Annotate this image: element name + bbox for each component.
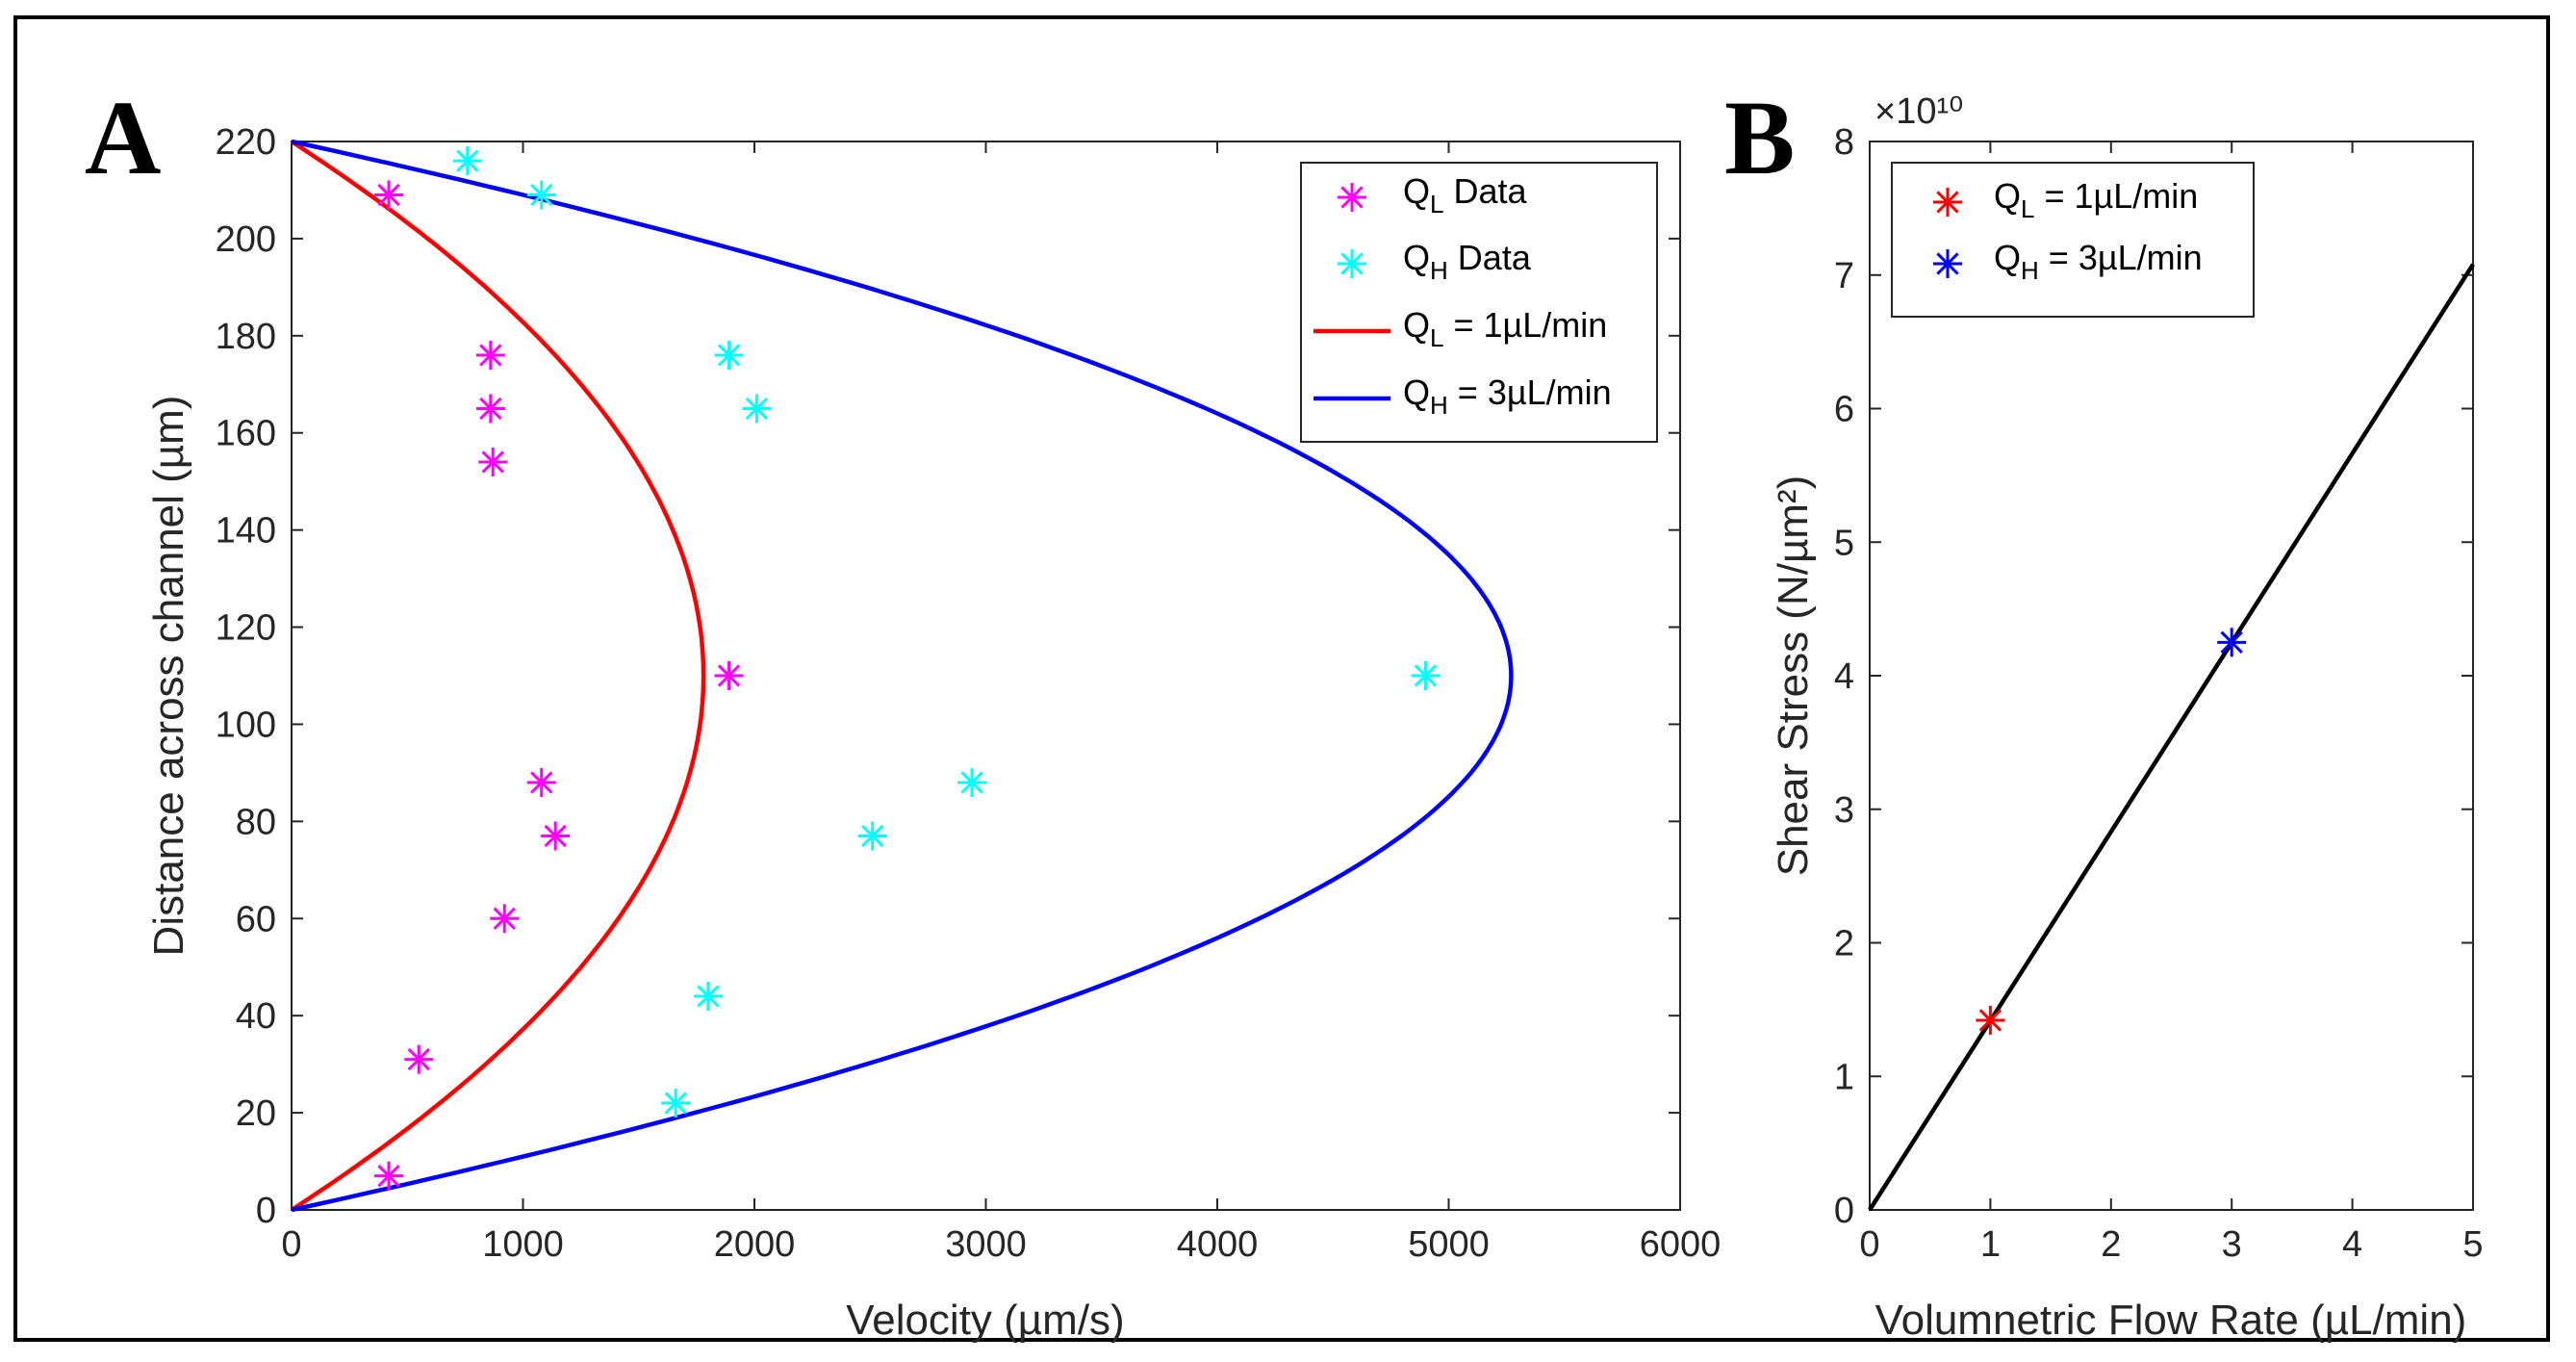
qh-data-point (452, 146, 482, 176)
qh-data-point (714, 341, 744, 370)
panel-a-xlabel: Velocity (µm/s) (846, 1297, 1124, 1344)
panel-a-label: A (85, 79, 161, 196)
y-tick-label: 8 (1834, 122, 1854, 163)
legend-entry-label: QL Data (1403, 171, 1528, 218)
velocity-profile-qh (291, 139, 1514, 1213)
ql-data-point (490, 904, 520, 934)
x-tick-label: 3 (2222, 1224, 2242, 1265)
ql-shear-point (1976, 1005, 2005, 1035)
legend-entry-label: QH = 3µL/min (1994, 238, 2203, 285)
ql-data-point (541, 821, 571, 851)
legend-marker (1933, 249, 1962, 278)
legend-entry-label: QL = 1µL/min (1994, 176, 2198, 223)
panel-b-plot: 0 1 2 3 4 5 0 1 2 3 4 5 6 7 8 QL = 1µL/min QH = 3µL/min (1834, 122, 2484, 1265)
qh-data-point (1411, 661, 1441, 690)
y-tick-label: 80 (236, 802, 276, 842)
qh-data-point (526, 180, 556, 210)
y-tick-label: 4 (1834, 656, 1854, 697)
x-tick-label: 6000 (1640, 1224, 1722, 1265)
qh-data-point (957, 768, 987, 797)
panel-b-label: B (1724, 79, 1795, 196)
y-tick-label: 200 (216, 219, 276, 260)
panel-b-xlabel: Volumnetric Flow Rate (µL/min) (1875, 1297, 2467, 1344)
legend-entry-label: QH = 3µL/min (1403, 373, 1612, 420)
x-tick-label: 4000 (1177, 1224, 1259, 1265)
y-tick-label: 2 (1834, 924, 1854, 964)
x-tick-label: 0 (1859, 1224, 1879, 1265)
y-tick-label: 120 (216, 608, 276, 649)
y-tick-label: 0 (256, 1191, 276, 1231)
ql-data-point (475, 394, 505, 424)
legend-entry-label: QL = 1µL/min (1403, 305, 1607, 352)
qh-data-point (857, 821, 887, 851)
ql-data-point (404, 1044, 434, 1074)
panel-a-ylabel: Distance across channel (µm) (145, 396, 192, 957)
qh-data-point (742, 394, 772, 424)
x-tick-label: 5000 (1408, 1224, 1490, 1265)
y-tick-label: 220 (216, 122, 276, 163)
ql-data-point (526, 768, 556, 797)
velocity-profile-ql (290, 140, 706, 1212)
y-tick-label: 1 (1834, 1057, 1854, 1097)
panel-b-axes (1869, 141, 2474, 1211)
panel-b-ylabel: Shear Stress (N/µm²) (1770, 475, 1817, 877)
x-tick-label: 1000 (482, 1224, 564, 1265)
y-tick-label: 5 (1834, 523, 1854, 563)
y-tick-label: 180 (216, 317, 276, 357)
x-tick-label: 5 (2462, 1224, 2483, 1265)
y-tick-label: 140 (216, 511, 276, 552)
y-tick-label: 0 (1834, 1191, 1854, 1231)
x-tick-label: 3000 (945, 1224, 1027, 1265)
legend-box (1300, 162, 1658, 443)
y-tick-label: 60 (236, 899, 276, 939)
x-tick-label: 2 (2101, 1224, 2121, 1265)
ql-data-point (475, 341, 505, 370)
y-tick-label: 40 (236, 996, 276, 1037)
y-tick-label: 100 (216, 705, 276, 745)
ql-data-point (374, 1161, 404, 1191)
x-tick-label: 4 (2342, 1224, 2362, 1265)
qh-data-point (693, 982, 723, 1011)
ql-data-point (714, 661, 744, 690)
y-tick-label: 7 (1834, 256, 1854, 296)
ql-data-point (374, 180, 404, 210)
legend-entry-label: QH Data (1403, 238, 1532, 285)
panel-a-plot: 0 1000 2000 3000 4000 5000 6000 0 20 40 60 80 100 120… (216, 122, 1722, 1265)
y-tick-label: 160 (216, 414, 276, 454)
legend-box (1891, 162, 2255, 318)
panel-a-legend: QL Data QH Data QL = 1µL/min QH = 3µL/min (1300, 162, 1658, 443)
y-tick-label: 3 (1834, 790, 1854, 831)
qh-shear-point (2217, 628, 2247, 657)
legend-marker (1933, 188, 1962, 217)
ql-data-point (478, 448, 508, 476)
x-tick-label: 1 (1980, 1224, 2001, 1265)
legend-marker (1338, 249, 1366, 278)
panel-b-exponent: ×10¹⁰ (1875, 91, 1963, 132)
panel-b-legend: QL = 1µL/min QH = 3µL/min (1891, 162, 2255, 318)
legend-marker (1338, 183, 1366, 212)
y-tick-label: 20 (236, 1093, 276, 1134)
x-tick-label: 2000 (714, 1224, 796, 1265)
x-tick-label: 0 (281, 1224, 301, 1265)
qh-data-point (661, 1089, 691, 1118)
y-tick-label: 6 (1834, 390, 1854, 430)
shear-stress-fit-line (1868, 263, 2475, 1212)
